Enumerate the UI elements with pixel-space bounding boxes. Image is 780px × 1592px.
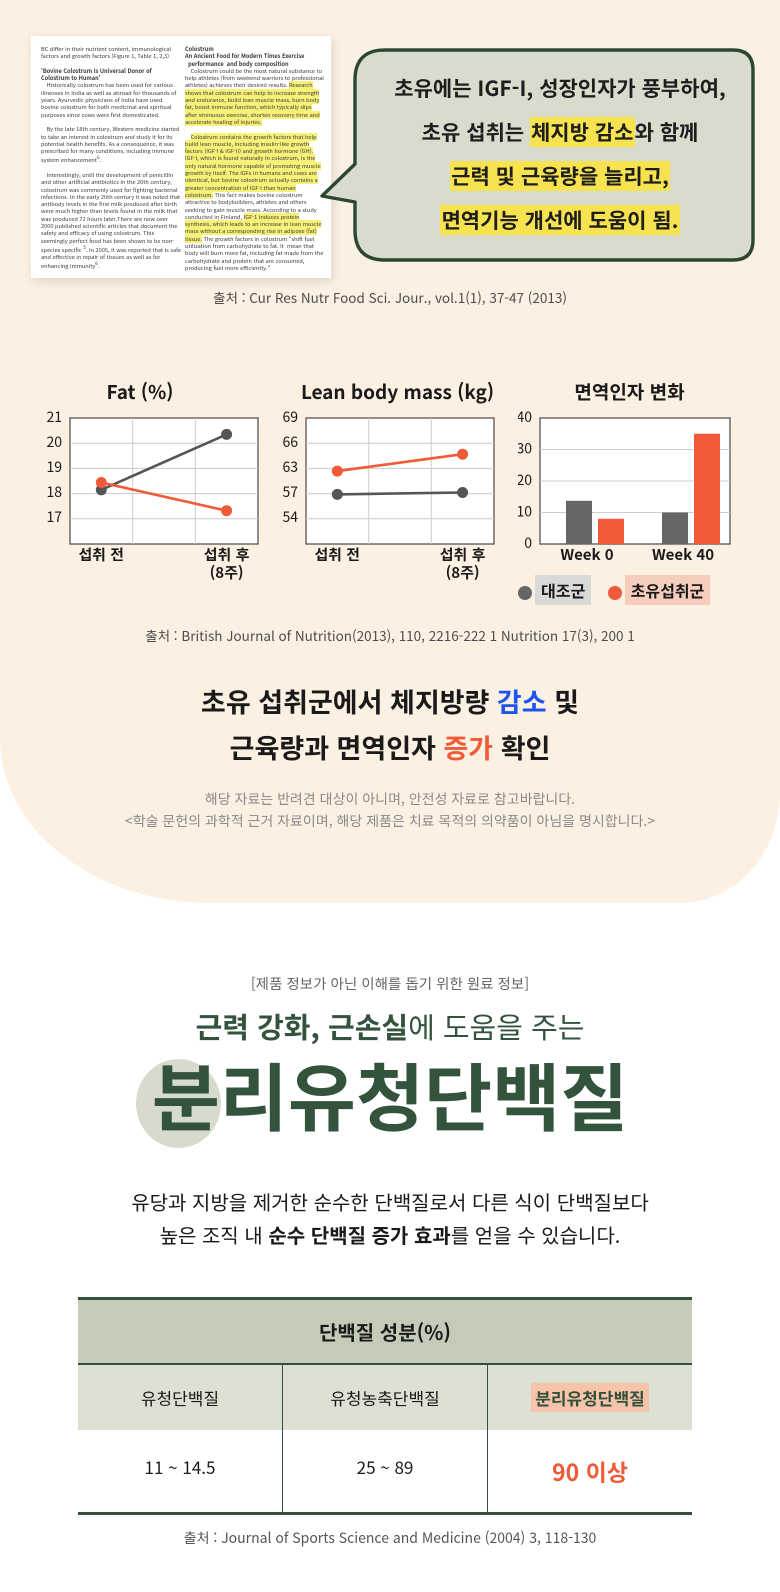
svg-text:Week 0: Week 0 [560,544,613,565]
svg-text:섭취 전: 섭취 전 [314,544,360,565]
svg-text:10: 10 [518,502,532,522]
svg-text:0: 0 [524,533,532,553]
svg-text:54: 54 [282,507,298,527]
svg-text:(8주): (8주) [446,562,480,580]
svg-text:17: 17 [46,507,62,527]
svg-text:30: 30 [518,439,532,459]
svg-text:19: 19 [46,457,62,477]
svg-text:20: 20 [46,432,62,452]
svg-text:69: 69 [282,410,298,427]
svg-text:20: 20 [518,470,532,490]
svg-text:63: 63 [282,457,298,477]
svg-text:18: 18 [46,482,62,502]
svg-text:57: 57 [282,482,298,502]
svg-text:(8주): (8주) [210,562,244,580]
svg-text:40: 40 [518,410,532,427]
svg-text:섭취 전: 섭취 전 [78,544,124,565]
svg-text:66: 66 [282,432,298,452]
svg-text:21: 21 [46,410,62,427]
svg-text:Week 40: Week 40 [652,544,714,565]
